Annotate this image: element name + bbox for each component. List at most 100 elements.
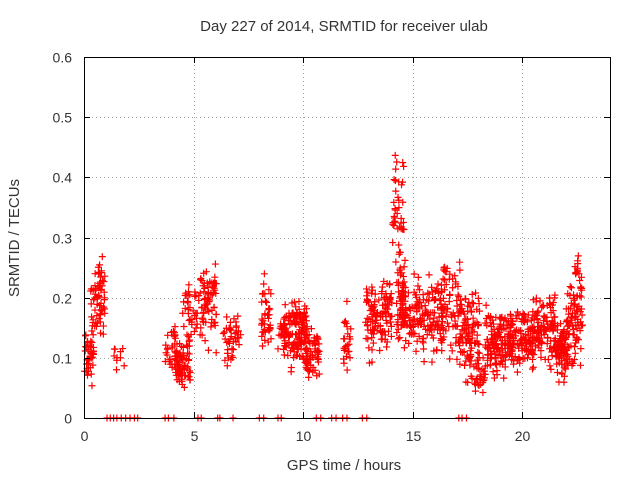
data-point	[555, 352, 563, 360]
data-point	[390, 213, 398, 221]
data-point	[96, 282, 104, 290]
data-point	[93, 312, 101, 320]
data-point	[87, 370, 95, 378]
data-point	[430, 296, 438, 304]
data-point	[506, 324, 514, 332]
data-point	[205, 289, 213, 297]
data-point	[474, 381, 482, 389]
data-point	[402, 305, 410, 313]
data-point	[314, 358, 322, 366]
data-point	[392, 187, 400, 195]
data-point	[347, 325, 355, 333]
data-point	[513, 357, 521, 365]
data-point	[496, 320, 504, 328]
data-point	[420, 312, 428, 320]
data-point	[98, 253, 106, 261]
y-axis-label: SRMTID / TECUs	[6, 179, 23, 297]
data-point	[428, 358, 436, 366]
data-point	[579, 321, 587, 329]
data-point	[567, 342, 575, 350]
data-point	[185, 367, 193, 375]
data-point	[547, 304, 555, 312]
data-point	[388, 312, 396, 320]
data-point	[576, 276, 584, 284]
data-point	[343, 297, 351, 305]
data-point	[561, 334, 569, 342]
data-point	[261, 336, 269, 344]
data-point	[198, 331, 206, 339]
data-point	[191, 311, 199, 319]
data-point	[410, 270, 418, 278]
x-axis-label: GPS time / hours	[287, 457, 401, 474]
data-point	[574, 308, 582, 316]
data-point	[343, 366, 351, 374]
data-point	[223, 313, 231, 321]
data-point	[445, 323, 453, 331]
data-point	[492, 313, 500, 321]
data-point	[401, 283, 409, 291]
data-point	[502, 325, 510, 333]
data-point	[552, 353, 560, 361]
data-point	[84, 371, 92, 379]
data-point	[399, 198, 407, 206]
data-point	[265, 286, 273, 294]
data-point	[383, 338, 391, 346]
data-point	[368, 283, 376, 291]
data-point	[476, 371, 484, 379]
data-point	[298, 324, 306, 332]
data-point	[390, 222, 398, 230]
data-point	[459, 348, 467, 356]
data-point	[534, 334, 542, 342]
data-point	[81, 347, 89, 355]
data-point	[258, 298, 266, 306]
data-point	[397, 225, 405, 233]
data-point	[391, 218, 399, 226]
data-point	[399, 272, 407, 280]
data-point	[200, 269, 208, 277]
data-point	[488, 331, 496, 339]
data-point	[190, 327, 198, 335]
data-point	[404, 289, 412, 297]
data-point	[211, 273, 219, 281]
data-point	[267, 290, 275, 298]
data-point	[529, 363, 537, 371]
data-point	[412, 301, 420, 309]
data-point	[176, 367, 184, 375]
data-point	[449, 284, 457, 292]
chart-title: Day 227 of 2014, SRMTID for receiver ula…	[200, 18, 488, 35]
data-point	[456, 360, 464, 368]
data-point	[395, 241, 403, 249]
data-point	[437, 324, 445, 332]
data-point	[171, 352, 179, 360]
data-point	[471, 319, 479, 327]
data-point	[418, 316, 426, 324]
data-point	[563, 350, 571, 358]
data-point	[461, 295, 469, 303]
data-point	[88, 349, 96, 357]
data-point	[191, 293, 199, 301]
data-point	[438, 339, 446, 347]
data-point	[400, 278, 408, 286]
data-point	[433, 285, 441, 293]
data-point	[457, 301, 465, 309]
data-point	[456, 338, 464, 346]
data-point	[468, 334, 476, 342]
data-point	[425, 271, 433, 279]
data-point	[391, 177, 399, 185]
data-point	[375, 296, 383, 304]
data-point	[275, 331, 283, 339]
data-point	[210, 303, 218, 311]
data-point	[498, 351, 506, 359]
data-point	[82, 343, 90, 351]
y-tick-label: 0.6	[53, 50, 73, 66]
data-point	[192, 291, 200, 299]
data-point	[466, 339, 474, 347]
data-point	[564, 361, 572, 369]
data-point	[181, 291, 189, 299]
data-point	[300, 308, 308, 316]
data-point	[393, 209, 401, 217]
data-point	[466, 353, 474, 361]
data-point	[100, 278, 108, 286]
data-point	[577, 345, 585, 353]
data-point	[563, 359, 571, 367]
